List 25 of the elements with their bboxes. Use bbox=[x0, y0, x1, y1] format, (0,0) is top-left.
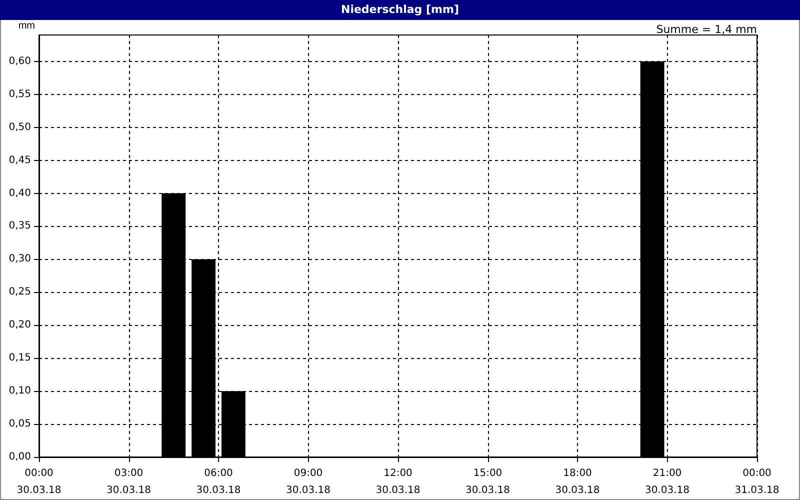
y-tick-label: 0,60 bbox=[8, 56, 31, 67]
y-tick-label: 0,40 bbox=[8, 188, 31, 199]
y-tick-label: 0,50 bbox=[8, 122, 31, 133]
y-tick-label: 0,55 bbox=[8, 88, 31, 100]
y-axis-title: mm bbox=[18, 20, 35, 32]
x-tick-label: 15:00 30.03.18 bbox=[465, 468, 510, 496]
y-tick-label: 0,10 bbox=[8, 386, 31, 397]
y-tick-label: 0,25 bbox=[8, 286, 31, 298]
x-tick-label: 06:00 30.03.18 bbox=[196, 468, 241, 496]
x-tick-label: 09:00 30.03.18 bbox=[286, 468, 331, 496]
y-tick-label: 0,45 bbox=[8, 154, 31, 166]
y-tick-label: 0,05 bbox=[8, 418, 31, 430]
y-tick-label: 0,20 bbox=[8, 320, 31, 331]
x-tick-label: 12:00 30.03.18 bbox=[376, 468, 420, 496]
x-tick-label: 21:00 30.03.18 bbox=[644, 468, 690, 496]
annotation: Summe = 1,4 mm bbox=[656, 23, 758, 36]
x-tick-label: 00:00 31.03.18 bbox=[734, 468, 780, 496]
y-tick-label: 0,30 bbox=[8, 254, 31, 265]
y-tick-label: 0,15 bbox=[8, 352, 31, 364]
y-tick-label: 0,00 bbox=[8, 452, 31, 462]
x-tick-label: 03:00 30.03.18 bbox=[106, 468, 152, 496]
y-tick-label: 0,35 bbox=[8, 220, 31, 232]
x-tick-label: 18:00 30.03.18 bbox=[555, 468, 600, 496]
x-tick-label: 00:00 30.03.18 bbox=[16, 468, 62, 496]
chart-title: Niederschlag [mm] bbox=[0, 0, 800, 20]
